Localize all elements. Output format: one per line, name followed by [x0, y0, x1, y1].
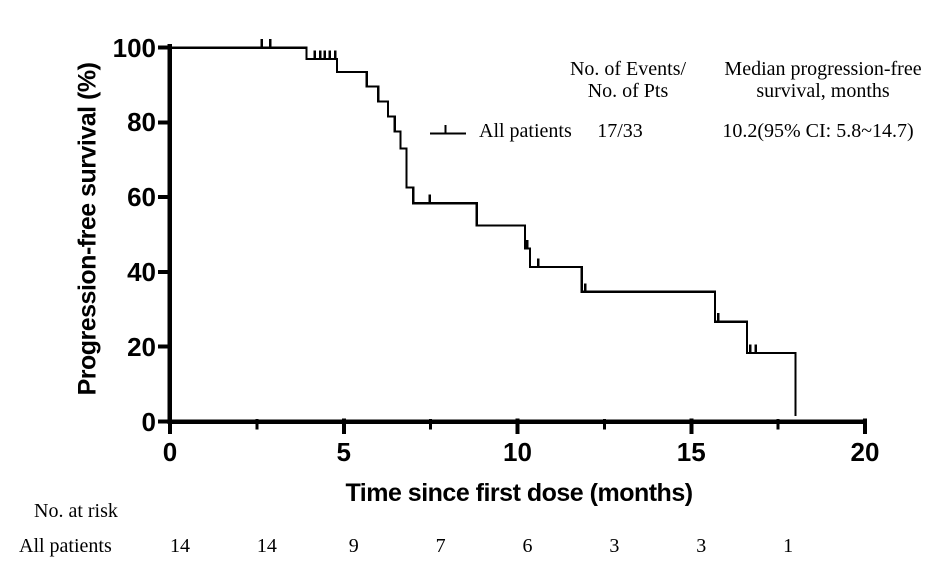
x-axis-title: Time since first dose (months) — [345, 479, 693, 507]
km-step-curve — [170, 46, 797, 416]
legend-median-header-line2: survival, months — [756, 80, 890, 102]
x-tick-label: 20 — [850, 437, 880, 467]
risk-count: 9 — [348, 535, 359, 557]
y-tick-label: 40 — [127, 256, 156, 287]
x-tick-label: 0 — [162, 437, 178, 467]
y-tick-label: 100 — [112, 32, 156, 63]
risk-count: 14 — [256, 535, 277, 557]
y-tick-label: 20 — [127, 331, 156, 362]
risk-count: 3 — [609, 535, 620, 557]
x-tick-label: 15 — [676, 437, 706, 467]
legend-events-header: No. of Events/ No. of Pts — [570, 58, 686, 102]
legend-median-value: 10.2(95% CI: 5.8~14.7) — [722, 120, 914, 142]
x-tick-label: 10 — [503, 437, 532, 467]
risk-count: 3 — [696, 535, 707, 557]
risk-count: 7 — [435, 535, 446, 557]
y-tick-label: 60 — [127, 182, 156, 213]
legend-series-label: All patients — [479, 120, 572, 142]
legend-events-value: 17/33 — [597, 120, 643, 142]
y-tick-label: 80 — [127, 107, 156, 138]
y-tick-label: 0 — [141, 406, 156, 437]
y-axis-title: Progression-free survival (%) — [73, 62, 102, 396]
risk-table-title: No. at risk — [34, 500, 118, 522]
legend-events-header-line1: No. of Events/ — [569, 58, 687, 80]
legend-median-header: Median progression-free survival, months — [724, 58, 921, 102]
risk-count: 6 — [522, 535, 533, 557]
x-tick-label: 5 — [336, 437, 351, 467]
legend-events-header-line2: No. of Pts — [587, 80, 669, 102]
legend-median-header-line1: Median progression-free — [724, 58, 922, 80]
risk-table-row-label: All patients — [19, 535, 112, 557]
risk-count: 14 — [170, 535, 190, 557]
risk-count: 1 — [783, 535, 794, 557]
